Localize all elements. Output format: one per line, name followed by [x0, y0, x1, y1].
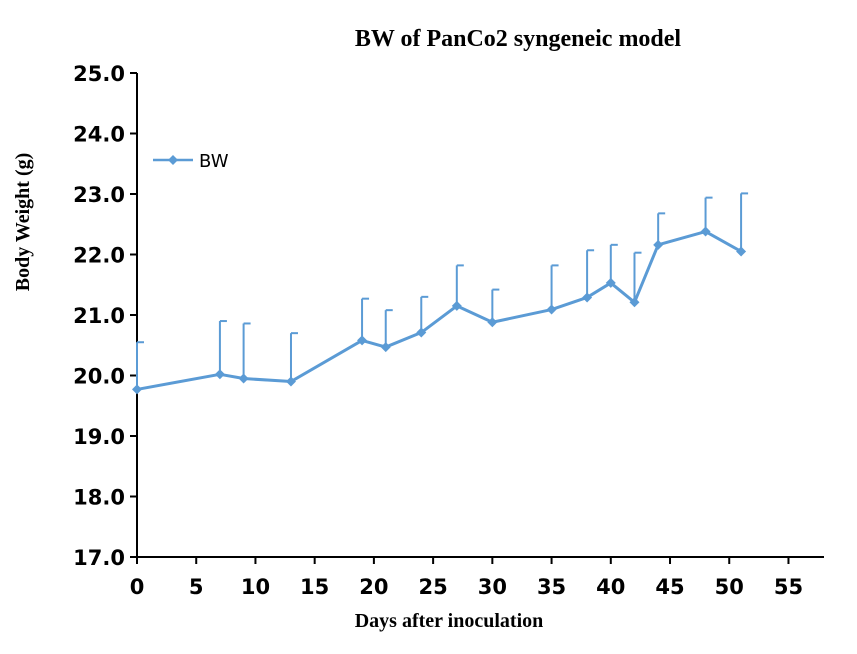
- chart-title: BW of PanCo2 syngeneic model: [355, 26, 682, 52]
- data-point-marker: [629, 297, 640, 308]
- data-point-marker: [487, 317, 498, 328]
- y-tick-label: 19.0: [73, 425, 125, 449]
- y-axis-label: Body Weight (g): [12, 153, 34, 292]
- x-tick-label: 15: [300, 575, 329, 599]
- data-point-marker: [214, 369, 225, 380]
- series-line-bw: [136, 230, 742, 391]
- y-tick-label: 25.0: [73, 62, 125, 86]
- x-tick-label: 45: [655, 575, 684, 599]
- x-tick-label: 35: [537, 575, 566, 599]
- y-tick-label: 17.0: [73, 546, 125, 570]
- legend-label-bw: BW: [199, 151, 229, 172]
- x-tick-label: 5: [189, 575, 204, 599]
- data-point-marker: [238, 373, 249, 384]
- data-point-marker: [546, 304, 557, 315]
- y-tick-label: 24.0: [73, 123, 125, 147]
- data-point-marker: [582, 292, 593, 303]
- data-point-marker: [132, 384, 142, 395]
- x-tick-label: 20: [359, 575, 388, 599]
- legend-diamond-marker: [168, 155, 178, 165]
- axes: [136, 73, 824, 558]
- data-point-marker: [451, 300, 462, 311]
- data-point-marker: [357, 335, 368, 346]
- data-point-marker: [700, 226, 711, 237]
- x-tick-label: 40: [596, 575, 625, 599]
- data-point-marker: [736, 246, 747, 257]
- y-tick-label: 23.0: [73, 183, 125, 207]
- series-bw: [132, 192, 749, 395]
- data-point-marker: [416, 327, 427, 338]
- data-point-marker: [605, 277, 616, 288]
- x-axis-label: Days after inoculation: [355, 610, 544, 632]
- data-point-marker: [285, 376, 296, 387]
- data-point-marker: [653, 239, 664, 250]
- x-tick-label: 10: [241, 575, 270, 599]
- y-tick-label: 22.0: [73, 244, 125, 268]
- y-tick-label: 20.0: [73, 365, 125, 389]
- x-tick-label: 30: [478, 575, 507, 599]
- x-tick-label: 55: [774, 575, 803, 599]
- y-axis-ticks: 17.0 18.0 19.0 20.0 21.0 22.0 23.0 24.0 25.0: [73, 62, 137, 570]
- y-tick-label: 21.0: [73, 304, 125, 328]
- x-tick-label: 25: [419, 575, 448, 599]
- y-tick-label: 18.0: [73, 486, 125, 510]
- data-point-marker: [380, 342, 391, 353]
- x-tick-label: 0: [130, 575, 145, 599]
- x-tick-label: 50: [715, 575, 744, 599]
- x-axis-ticks: 0 5 10 15 20 25 30 35 40 45 50 55: [130, 557, 803, 599]
- legend: BW: [153, 151, 229, 172]
